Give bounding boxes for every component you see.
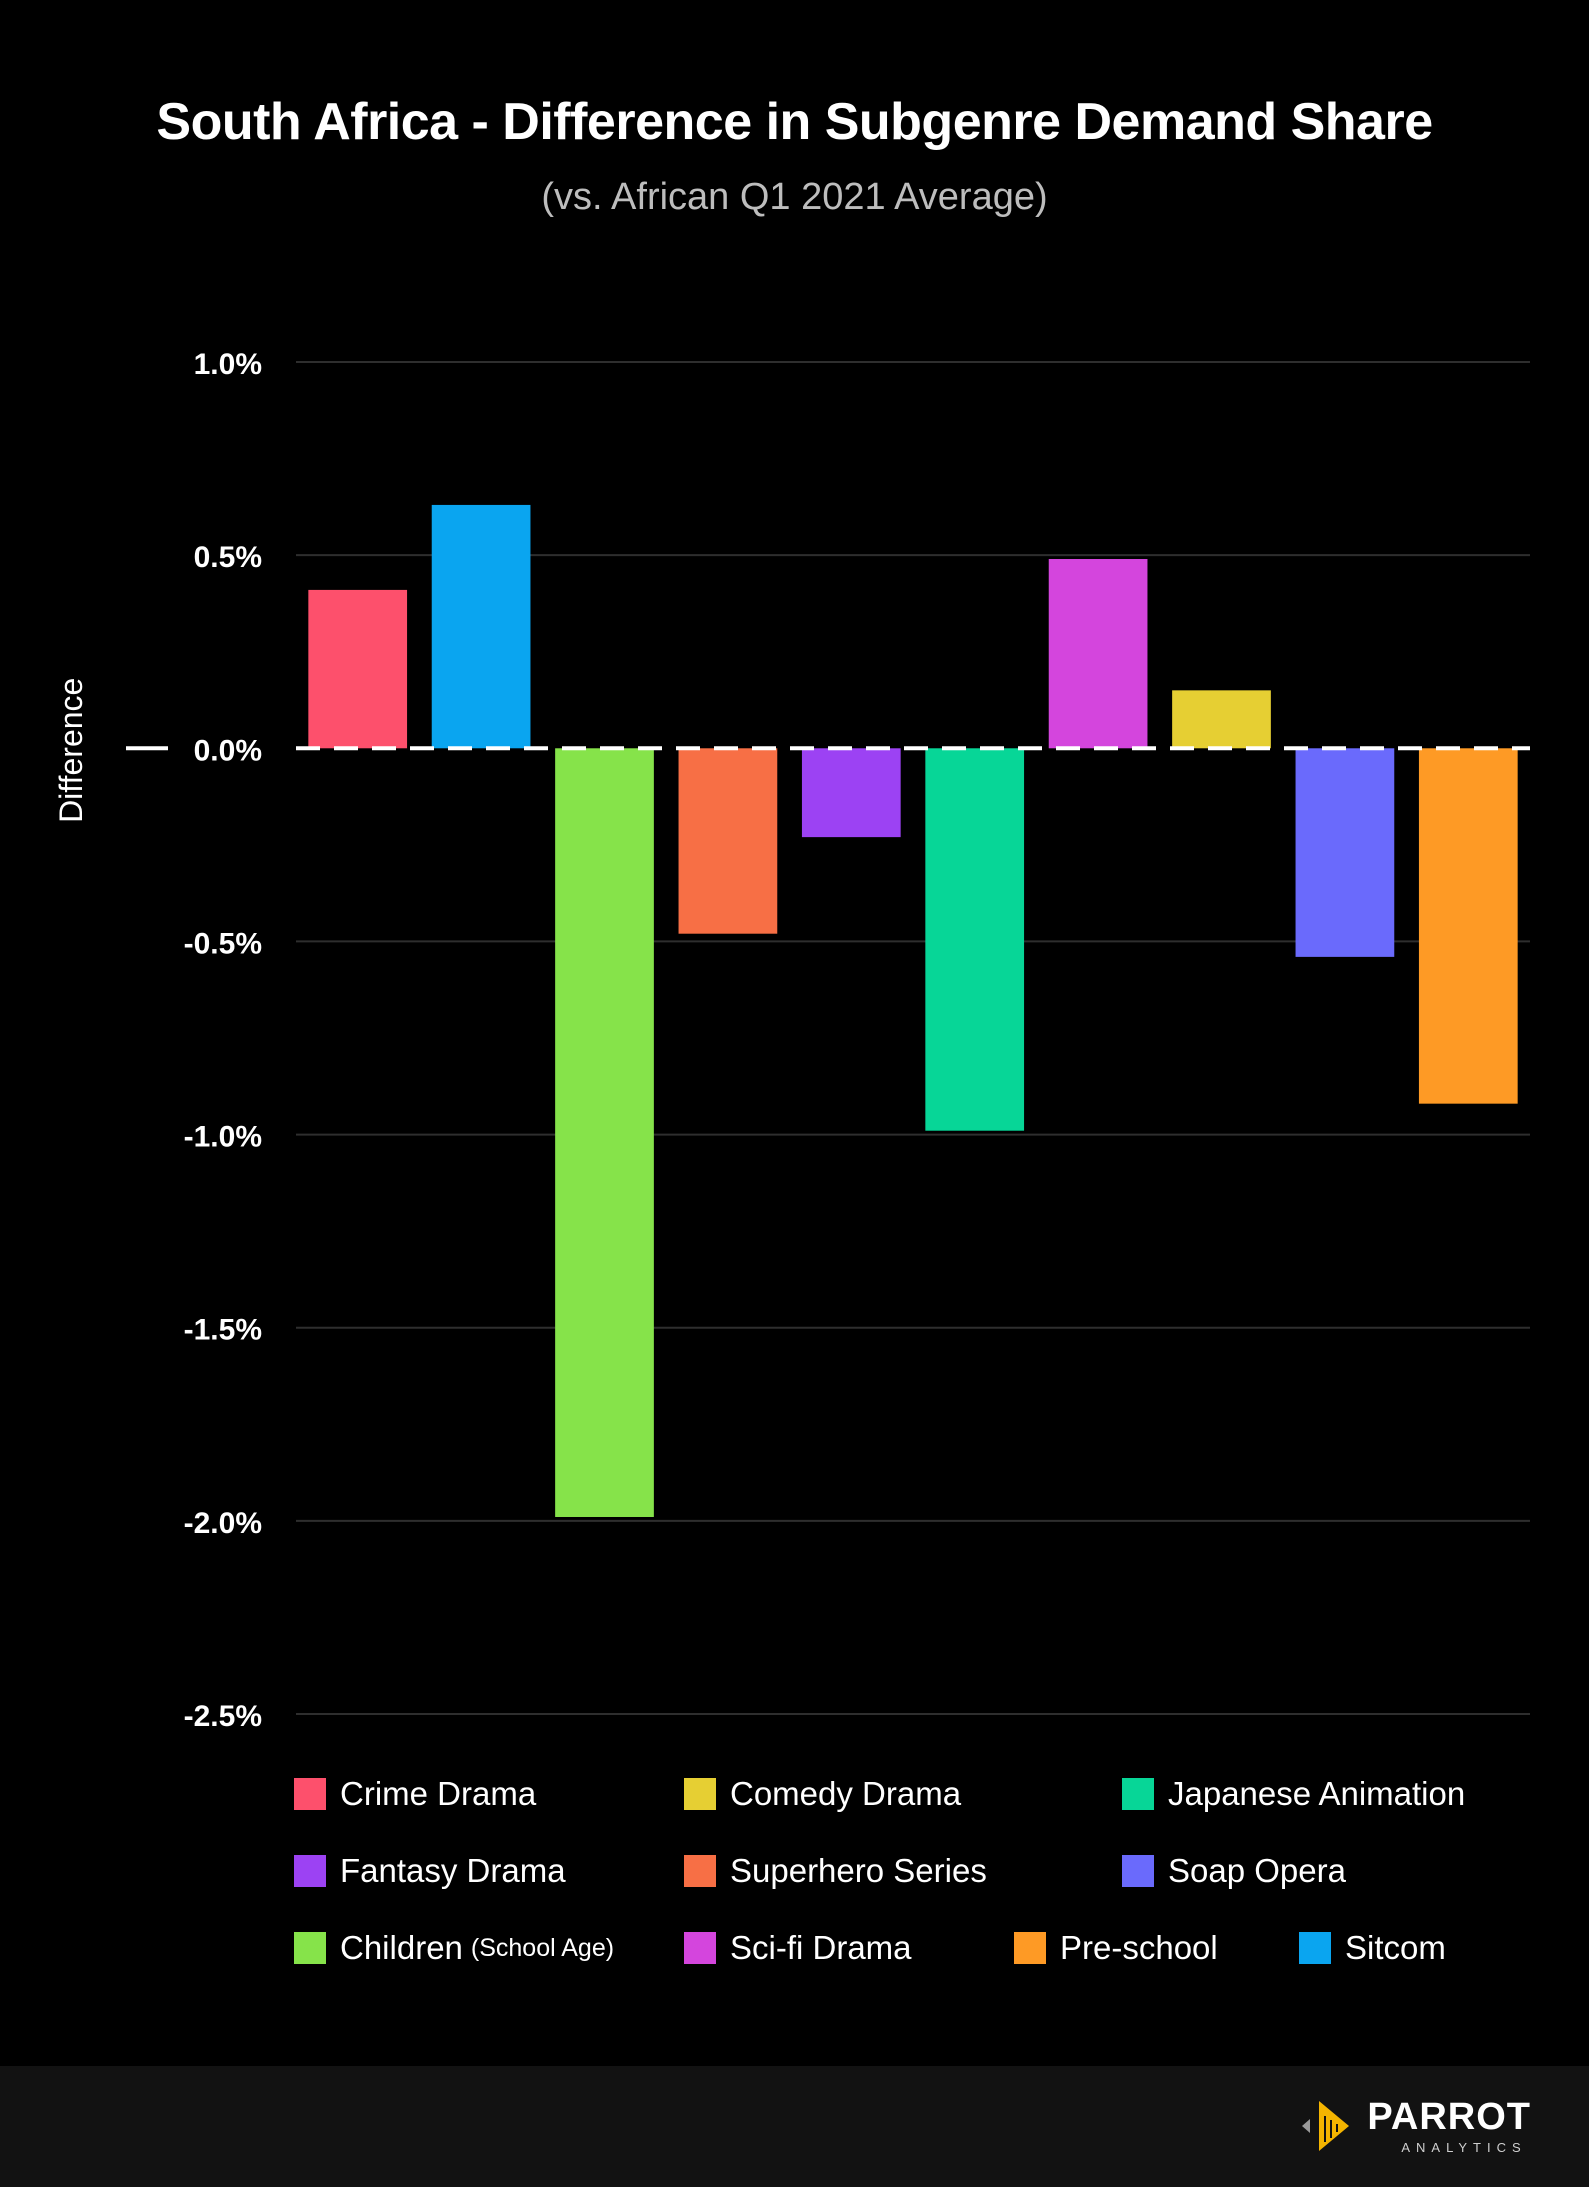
bar-children-school-age	[555, 748, 654, 1517]
bar-japanese-animation	[925, 748, 1025, 1131]
y-axis-title: Difference	[53, 678, 89, 823]
brand-subtitle: ANALYTICS	[1401, 2139, 1527, 2155]
chart-title: South Africa - Difference in Subgenre De…	[156, 93, 1433, 151]
brand-name: PARROT	[1367, 2095, 1531, 2138]
y-tick-label: 0.5%	[194, 541, 262, 574]
y-tick-label: 0.0%	[194, 734, 262, 767]
bar-sitcom	[431, 504, 531, 749]
bar-sci-fi-drama	[1048, 559, 1148, 749]
bar-fantasy-drama	[801, 748, 901, 838]
y-tick-label: -2.5%	[184, 1700, 262, 1733]
y-tick-label: -2.0%	[184, 1507, 262, 1540]
bar-comedy-drama	[1172, 690, 1271, 749]
parrot-logo-icon	[1302, 2101, 1350, 2151]
y-tick-label: -0.5%	[184, 927, 262, 960]
y-tick-label: 1.0%	[194, 348, 262, 381]
y-tick-label: -1.0%	[184, 1121, 262, 1154]
y-tick-label: -1.5%	[184, 1314, 262, 1347]
bar-pre-school	[1418, 748, 1518, 1104]
bar-crime-drama	[308, 589, 408, 749]
brand-logo: PARROT ANALYTICS	[1299, 2096, 1531, 2156]
chart-subtitle: (vs. African Q1 2021 Average)	[541, 176, 1048, 218]
footer-bar: PARROT ANALYTICS	[0, 2066, 1589, 2187]
bar-chart: 1.0% 0.5% 0.0% -0.5% -1.0% -1.5% -2.0% -2.5% Dif…	[53, 348, 1530, 1733]
bar-soap-opera	[1295, 748, 1395, 957]
bar-superhero-series	[678, 748, 778, 934]
